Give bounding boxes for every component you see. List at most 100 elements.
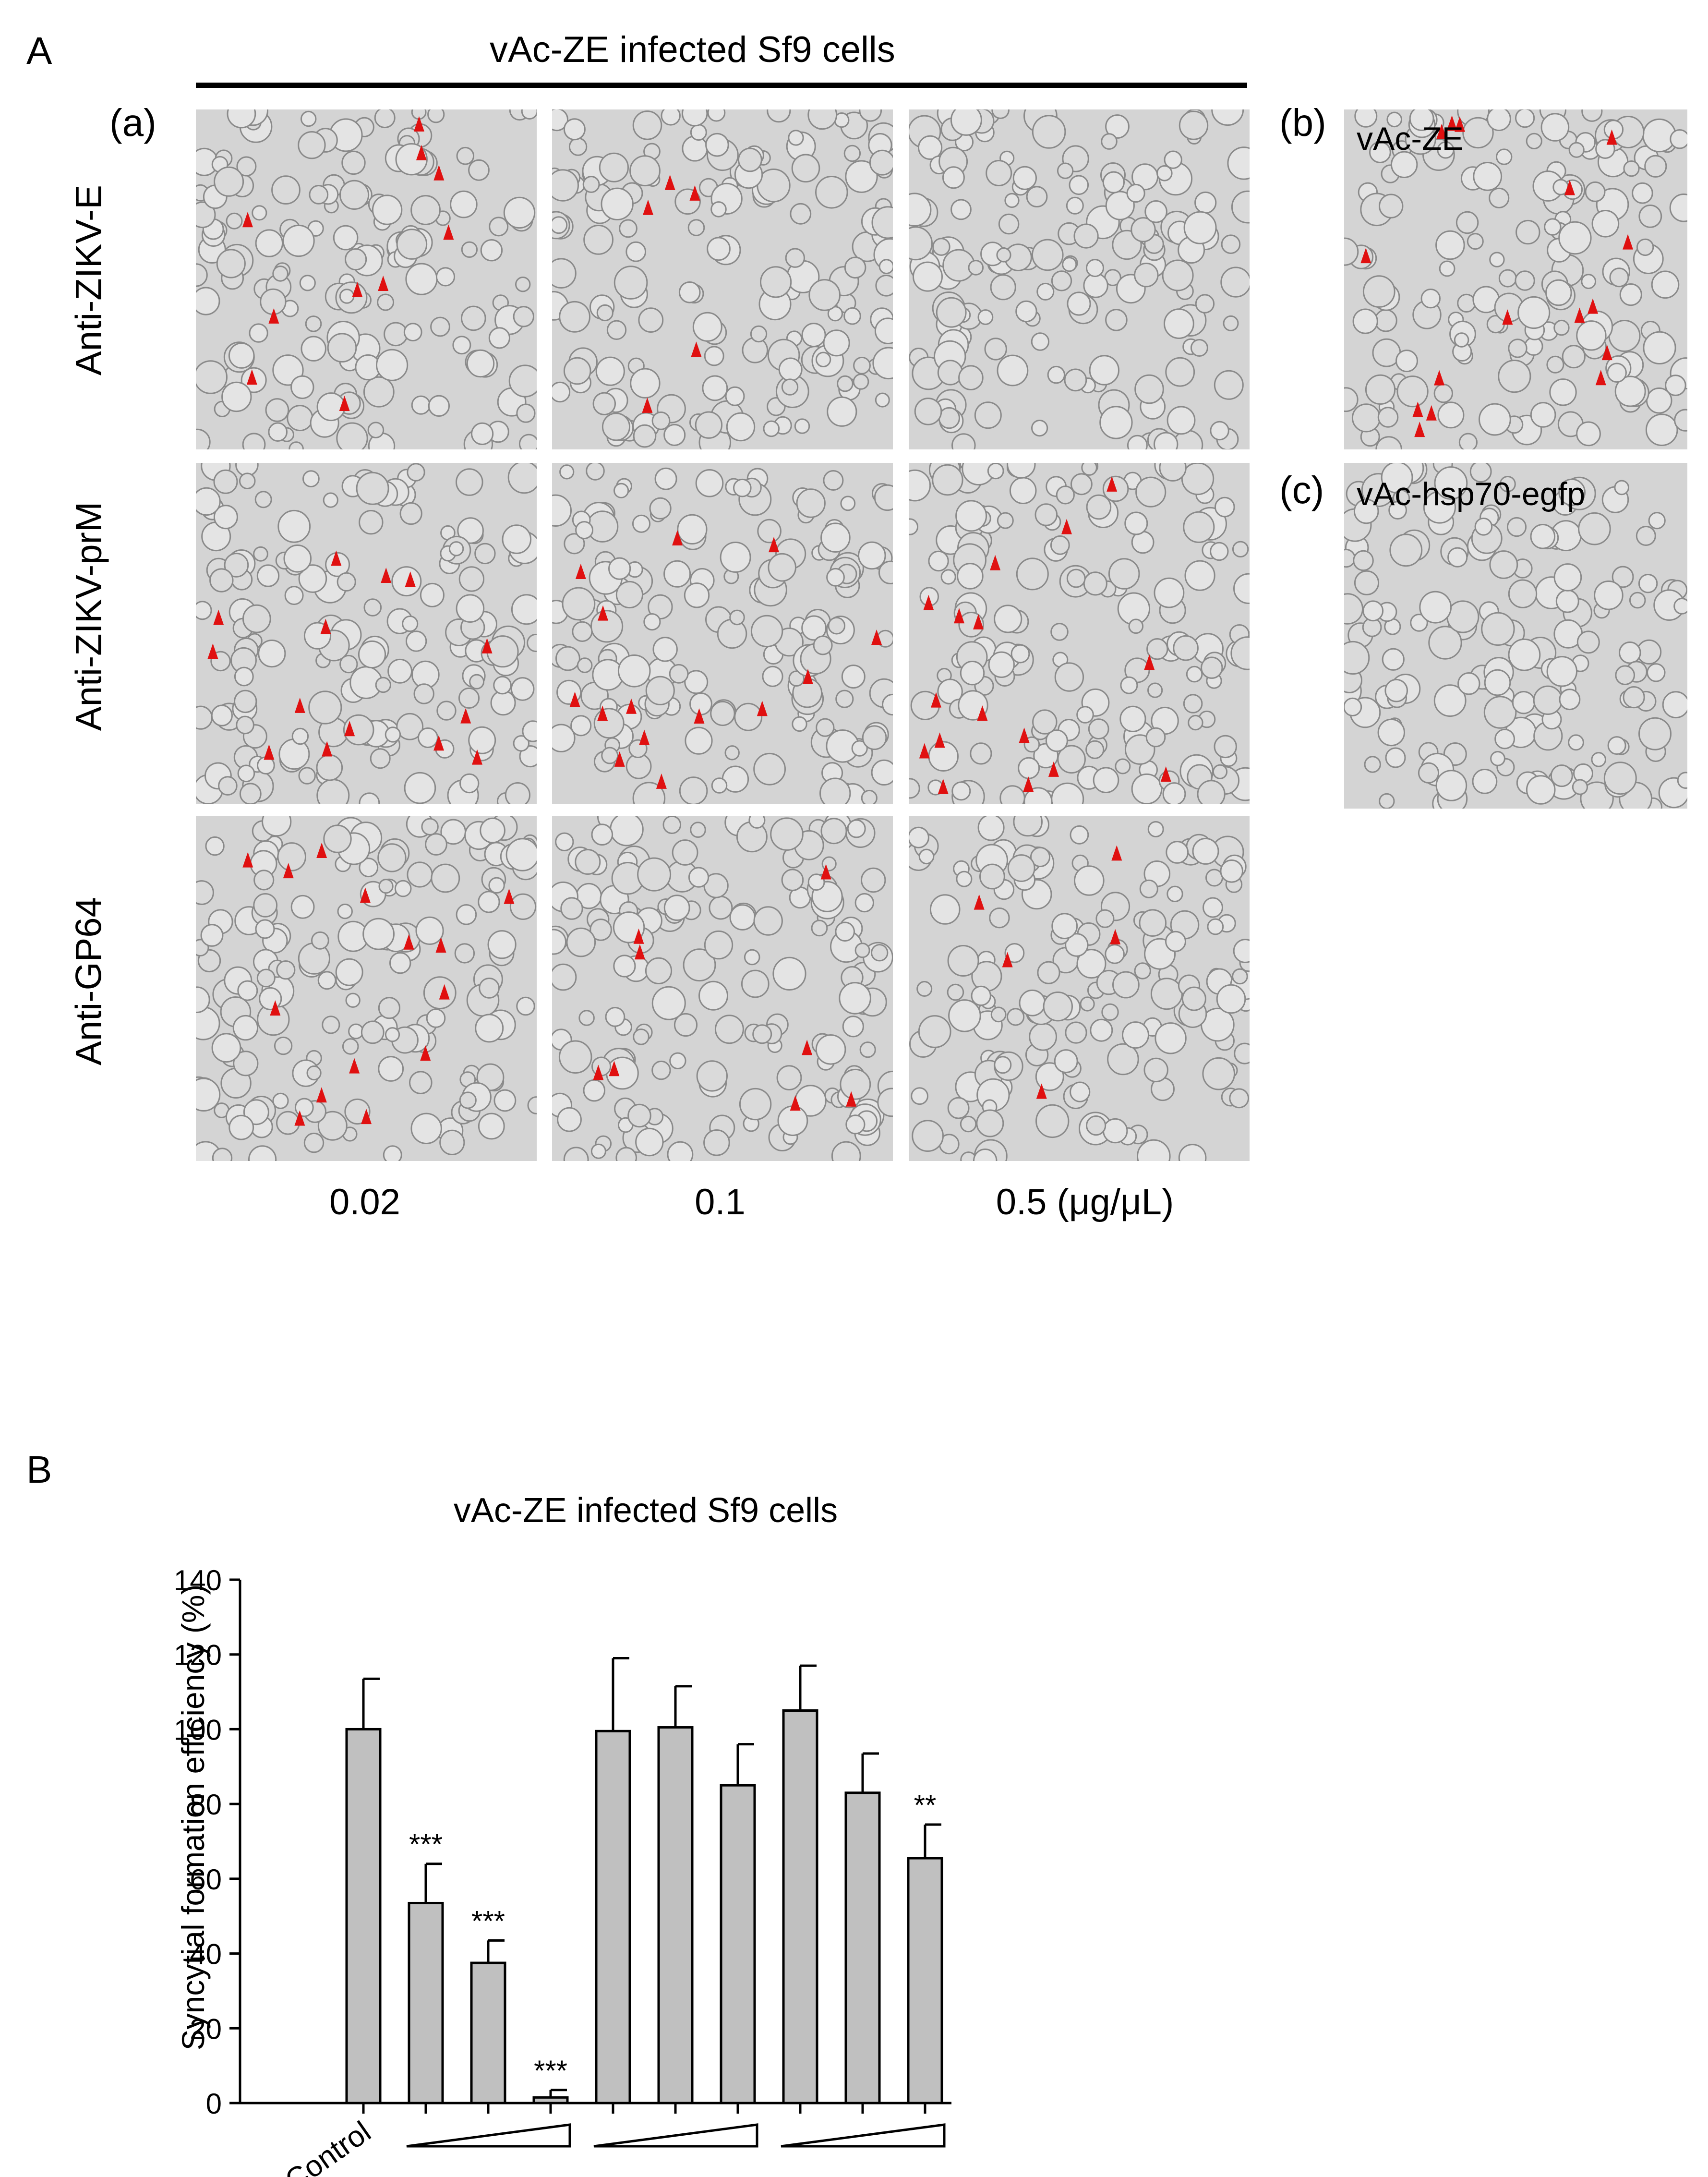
- syncytium-arrowhead: [757, 701, 768, 716]
- micrograph-texture: [196, 463, 537, 804]
- syncytium-arrowhead: [378, 276, 389, 291]
- bar: [532, 2096, 569, 2104]
- syncytium-arrowhead: [405, 571, 416, 587]
- bar: [844, 1791, 881, 2104]
- syncytium-arrowhead: [593, 1064, 604, 1080]
- title-underline: [196, 83, 1247, 88]
- syncytium-arrowhead: [934, 732, 945, 748]
- micrograph-texture: [909, 463, 1250, 804]
- bar: [408, 1901, 444, 2104]
- syncytium-arrowhead: [339, 395, 350, 411]
- syncytium-arrowhead: [1454, 116, 1465, 132]
- syncytium-arrowhead: [1061, 519, 1072, 534]
- sub-label-b: (b): [1279, 101, 1326, 144]
- syncytium-arrowhead: [694, 708, 705, 724]
- significance-label: **: [914, 1789, 937, 1821]
- syncytium-arrowhead: [504, 888, 515, 904]
- syncytium-arrowhead: [1623, 234, 1634, 250]
- syncytium-arrowhead: [1436, 123, 1447, 139]
- micrograph-texture: [909, 109, 1250, 449]
- dose-wedge: [406, 2123, 571, 2148]
- syncytium-arrowhead: [344, 721, 355, 737]
- syncytium-arrowhead: [416, 145, 427, 160]
- syncytium-arrowhead: [609, 1061, 620, 1076]
- micrograph-gp64-0.5: [909, 816, 1250, 1161]
- syncytium-arrowhead: [381, 567, 392, 583]
- micrograph-e-0.02: [196, 109, 537, 449]
- syncytium-arrowhead: [1446, 115, 1457, 131]
- sub-label-a: (a): [109, 101, 156, 144]
- syncytium-arrowhead: [1023, 776, 1034, 792]
- bar: [720, 1784, 756, 2104]
- syncytium-arrowhead: [689, 185, 700, 201]
- syncytium-arrowhead: [1019, 727, 1030, 743]
- syncytium-arrowhead: [977, 705, 988, 721]
- syncytium-arrowhead: [443, 224, 454, 240]
- syncytium-arrowhead: [664, 174, 675, 190]
- syncytium-arrowhead: [1502, 309, 1513, 325]
- syncytium-arrowhead: [769, 537, 780, 553]
- col-label-0.1: 0.1: [695, 1182, 746, 1222]
- syncytium-arrowhead: [1595, 370, 1606, 386]
- micrograph-gp64-0.02: [196, 816, 537, 1161]
- x-group-label: Anti-GP64: [801, 2175, 925, 2177]
- syncytium-arrowhead: [1574, 307, 1585, 323]
- syncytium-arrowhead: [270, 1000, 281, 1016]
- syncytium-arrowhead: [597, 705, 608, 721]
- syncytium-arrowhead: [294, 1110, 305, 1126]
- y-tick-label: 120: [174, 1639, 222, 1671]
- syncytium-arrowhead: [331, 550, 342, 566]
- y-tick-label: 140: [174, 1564, 222, 1596]
- bar: [907, 1857, 943, 2104]
- micrograph-texture: [196, 816, 537, 1161]
- row-label-anti-zikv-prm: Anti-ZIKV-prM: [68, 501, 109, 731]
- syncytium-arrowhead: [242, 852, 253, 868]
- syncytium-arrowhead: [322, 741, 333, 757]
- bar: [345, 1728, 382, 2104]
- micrograph-prm-0.5: [909, 463, 1250, 804]
- dose-wedge: [781, 2123, 946, 2148]
- micrograph-texture: [552, 109, 893, 449]
- syncytium-arrowhead: [268, 308, 279, 324]
- syncytium-arrowhead: [420, 1045, 431, 1061]
- y-tick-label: 100: [174, 1714, 222, 1746]
- syncytium-arrowhead: [923, 595, 934, 611]
- chart-title: vAc-ZE infected Sf9 cells: [454, 1491, 838, 1530]
- syncytium-arrowhead: [460, 708, 471, 724]
- syncytium-arrowhead: [802, 1040, 813, 1055]
- y-tick-label: 20: [190, 2013, 222, 2045]
- syncytium-arrowhead: [360, 887, 371, 903]
- row-label-anti-gp64: Anti-GP64: [68, 897, 109, 1065]
- micrograph-texture: [909, 816, 1250, 1161]
- micrograph-prm-0.1: [552, 463, 893, 804]
- syncytium-arrowhead: [614, 751, 625, 767]
- syncytium-arrowhead: [642, 397, 653, 413]
- micrograph-prm-0.02: [196, 463, 537, 804]
- syncytium-arrowhead: [1414, 422, 1425, 437]
- syncytium-arrowhead: [656, 773, 667, 789]
- row-label-anti-zikv-e: Anti-ZIKV-E: [68, 185, 109, 375]
- significance-label: ***: [471, 1905, 505, 1937]
- syncytium-arrowhead: [1426, 405, 1437, 421]
- syncytium-arrowhead: [919, 743, 930, 759]
- syncytium-arrowhead: [1606, 129, 1617, 145]
- plot-area: 020406080100120140***********ControlAnti…: [174, 1564, 951, 2177]
- syncytium-arrowhead: [207, 643, 218, 659]
- y-tick-label: 60: [190, 1863, 222, 1896]
- syncytium-arrowhead: [481, 638, 493, 653]
- syncytium-arrowhead: [931, 692, 942, 708]
- syncytium-arrowhead: [433, 735, 445, 751]
- image-label-vac-ze: vAc-ZE: [1357, 121, 1464, 157]
- syncytium-arrowhead: [790, 1095, 801, 1111]
- panel-b-letter: B: [26, 1448, 52, 1491]
- syncytium-arrowhead: [626, 698, 637, 714]
- syncytium-arrowhead: [802, 668, 813, 684]
- syncytium-arrowhead: [320, 618, 331, 634]
- syncytium-arrowhead: [294, 697, 305, 713]
- syncytium-arrowhead: [213, 609, 224, 625]
- syncytium-arrowhead: [1048, 761, 1059, 777]
- syncytium-arrowhead: [643, 199, 654, 215]
- syncytium-arrowhead: [1434, 370, 1445, 386]
- syncytium-arrowhead: [1111, 845, 1122, 861]
- syncytium-arrowhead: [283, 863, 294, 879]
